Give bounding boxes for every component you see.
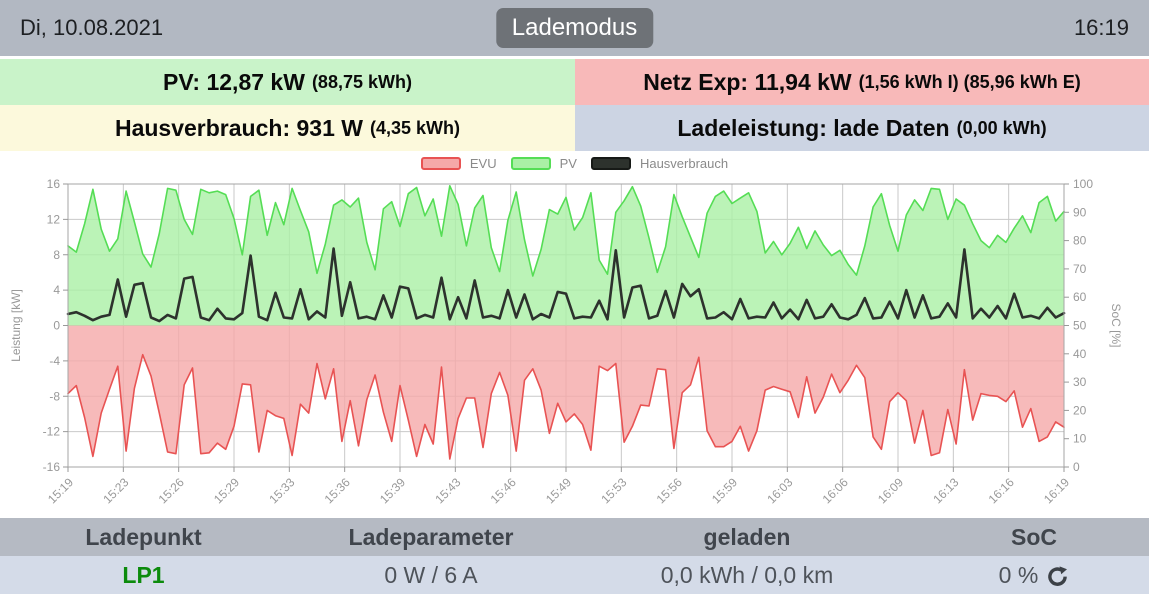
svg-text:70: 70 [1073, 262, 1087, 276]
svg-text:60: 60 [1073, 290, 1087, 304]
legend-item-evu: EVU [420, 156, 497, 171]
svg-text:80: 80 [1073, 234, 1087, 248]
charge-energy: (0,00 kWh) [956, 117, 1047, 138]
svg-text:15:49: 15:49 [543, 475, 574, 506]
svg-text:15:29: 15:29 [211, 475, 242, 506]
chart-legend: EVU PV Hausverbrauch [0, 156, 1149, 171]
grid-power: Netz Exp: 11,94 kW [643, 68, 852, 95]
svg-text:16:09: 16:09 [875, 475, 906, 506]
pv-swatch-icon [510, 157, 551, 170]
legend-label-evu: EVU [469, 156, 497, 171]
svg-text:Leistung [kW]: Leistung [kW] [9, 289, 23, 362]
energy-summary: PV: 12,87 kW (88,75 kWh) Netz Exp: 11,94… [0, 59, 1149, 151]
header-soc: SoC [919, 518, 1149, 556]
pv-energy: (88,75 kWh) [311, 71, 412, 92]
legend-label-haus: Hausverbrauch [639, 156, 729, 171]
svg-text:15:56: 15:56 [654, 475, 685, 506]
svg-text:0: 0 [53, 319, 60, 333]
svg-text:SoC [%]: SoC [%] [1109, 303, 1123, 347]
svg-text:90: 90 [1073, 205, 1087, 219]
house-energy: (4,35 kWh) [369, 117, 460, 138]
charge-parameter-value: 0 W / 6 A [287, 556, 575, 594]
svg-text:15:59: 15:59 [709, 475, 740, 506]
soc-value: 0 % [998, 561, 1039, 588]
grid-export-box: Netz Exp: 11,94 kW (1,56 kWh I) (85,96 k… [575, 59, 1149, 105]
svg-text:15:19: 15:19 [45, 475, 76, 506]
svg-text:-16: -16 [43, 460, 61, 474]
charge-power: Ladeleistung: lade Daten [677, 114, 950, 141]
svg-text:12: 12 [47, 212, 61, 226]
chargepoint-table: Ladepunkt Ladeparameter geladen SoC LP1 … [0, 518, 1149, 594]
svg-text:15:23: 15:23 [100, 475, 131, 506]
svg-text:15:36: 15:36 [322, 475, 353, 506]
svg-text:20: 20 [1073, 403, 1087, 417]
svg-text:-8: -8 [49, 389, 60, 403]
charge-power-box: Ladeleistung: lade Daten (0,00 kWh) [575, 105, 1149, 151]
svg-text:15:46: 15:46 [488, 475, 519, 506]
svg-text:16:06: 16:06 [820, 475, 851, 506]
svg-text:16:19: 16:19 [1041, 475, 1072, 506]
svg-text:-12: -12 [43, 425, 61, 439]
svg-text:100: 100 [1073, 177, 1093, 191]
svg-text:4: 4 [53, 283, 60, 297]
svg-text:16: 16 [47, 177, 61, 191]
svg-text:16:03: 16:03 [764, 475, 795, 506]
svg-text:10: 10 [1073, 432, 1087, 446]
svg-text:15:39: 15:39 [377, 475, 408, 506]
svg-text:30: 30 [1073, 375, 1087, 389]
evu-swatch-icon [420, 157, 461, 170]
svg-text:0: 0 [1073, 460, 1080, 474]
svg-text:40: 40 [1073, 347, 1087, 361]
legend-label-pv: PV [559, 156, 577, 171]
power-soc-chart-canvas: 1612840-4-8-12-1610090807060504030201001… [9, 177, 1123, 506]
svg-text:50: 50 [1073, 319, 1087, 333]
power-chart: EVU PV Hausverbrauch 16 12 8 4 0 -4 -8 -12 -16 10… [0, 151, 1149, 518]
house-consumption-box: Hausverbrauch: 931 W (4,35 kWh) [0, 105, 575, 151]
header-ladeparameter: Ladeparameter [287, 518, 575, 556]
pv-box: PV: 12,87 kW (88,75 kWh) [0, 59, 575, 105]
chargepoint-table-header: Ladepunkt Ladeparameter geladen SoC [0, 518, 1149, 556]
svg-text:15:43: 15:43 [432, 475, 463, 506]
svg-text:8: 8 [53, 248, 60, 262]
pv-power: PV: 12,87 kW [163, 68, 305, 95]
current-time: 16:19 [1073, 15, 1129, 40]
svg-text:15:26: 15:26 [156, 475, 187, 506]
top-bar: Di, 10.08.2021 Lademodus 16:19 [0, 0, 1149, 56]
table-row: LP1 0 W / 6 A 0,0 kWh / 0,0 km 0 % [0, 556, 1149, 594]
house-power: Hausverbrauch: 931 W [114, 114, 363, 141]
legend-item-pv: PV [510, 156, 577, 171]
chargepoint-name: LP1 [122, 561, 165, 588]
header-ladepunkt: Ladepunkt [0, 518, 287, 556]
grid-energy: (1,56 kWh I) (85,96 kWh E) [858, 71, 1081, 92]
charged-value: 0,0 kWh / 0,0 km [575, 556, 919, 594]
svg-text:16:16: 16:16 [986, 475, 1017, 506]
svg-text:16:13: 16:13 [930, 475, 961, 506]
svg-text:15:53: 15:53 [598, 475, 629, 506]
lademodus-button[interactable]: Lademodus [495, 8, 654, 48]
legend-item-haus: Hausverbrauch [590, 156, 729, 171]
svg-text:-4: -4 [49, 354, 60, 368]
soc-refresh-icon[interactable] [1046, 564, 1069, 587]
svg-text:15:33: 15:33 [266, 475, 297, 506]
header-geladen: geladen [575, 518, 919, 556]
current-date: Di, 10.08.2021 [20, 15, 164, 40]
hausverbrauch-swatch-icon [590, 157, 631, 170]
